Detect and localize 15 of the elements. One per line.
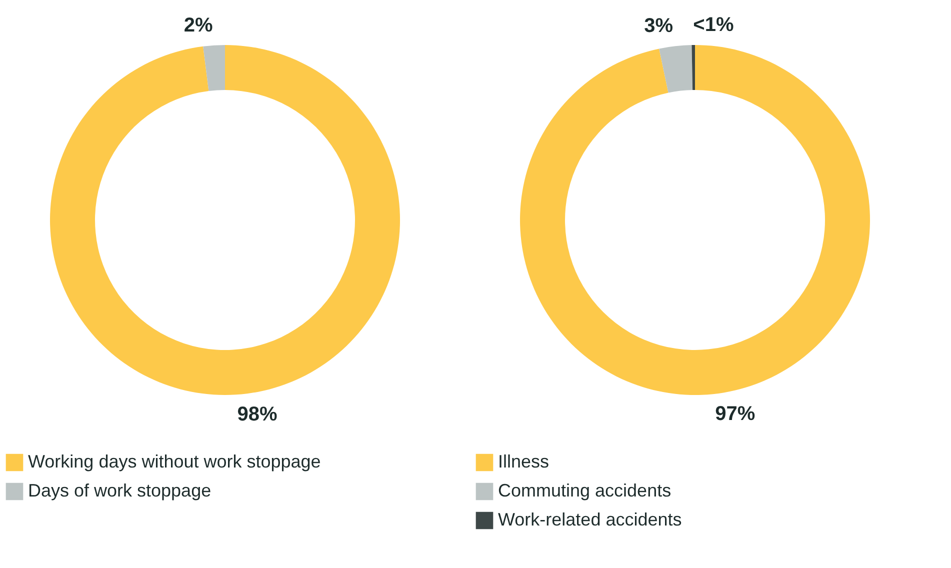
- data-label: 2%: [184, 14, 213, 36]
- donut-slice: [520, 45, 870, 395]
- donut-slice: [50, 45, 400, 395]
- data-label: <1%: [693, 14, 734, 36]
- legend-label: Commuting accidents: [498, 480, 672, 500]
- data-label: 97%: [715, 402, 756, 425]
- legend-label: Working days without work stoppage: [28, 452, 321, 472]
- legend-label: Work-related accidents: [498, 510, 682, 530]
- legend-label: Days of work stoppage: [28, 480, 212, 500]
- data-label: 98%: [237, 404, 278, 426]
- data-label: 3%: [644, 15, 674, 38]
- donut-slice: [203, 45, 225, 92]
- legend-label: Illness: [498, 452, 550, 472]
- donut-slice: [659, 45, 693, 93]
- donut-slice: [692, 45, 695, 90]
